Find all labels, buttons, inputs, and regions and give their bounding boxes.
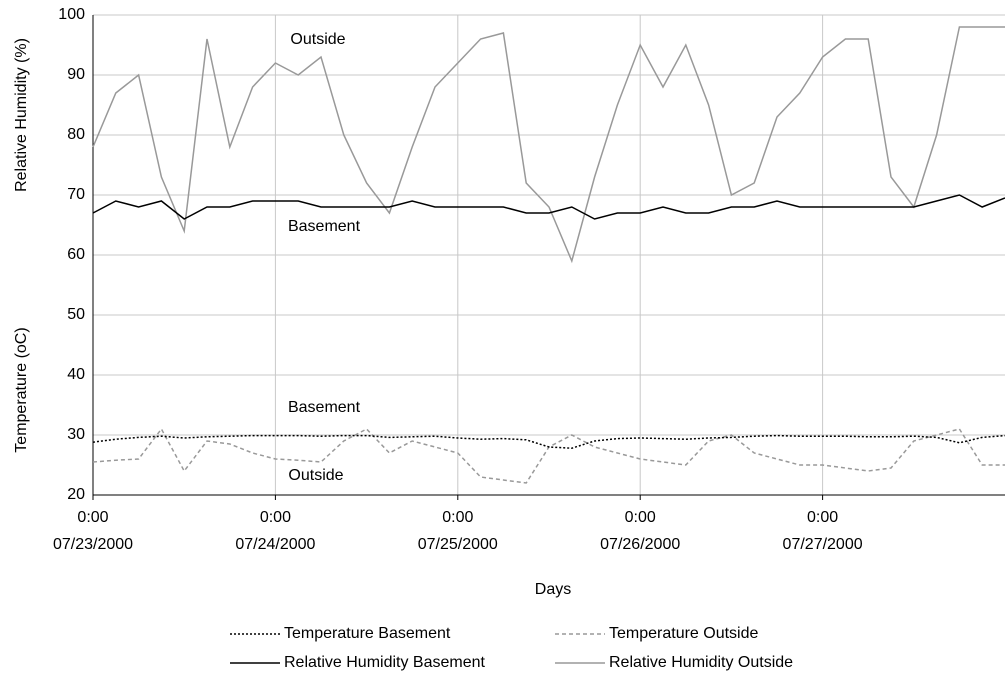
legend-label: Relative Humidity Basement bbox=[284, 654, 486, 671]
x-tick-label: 07/27/2000 bbox=[783, 536, 863, 553]
x-tick-label: 07/26/2000 bbox=[600, 536, 680, 553]
y-tick-label: 30 bbox=[67, 426, 85, 443]
series-line bbox=[92, 427, 1005, 484]
y-axis-title: Temperature (oC) bbox=[13, 327, 30, 452]
annotation: Basement bbox=[288, 399, 361, 416]
y-tick-label: 80 bbox=[67, 126, 85, 143]
legend-label: Temperature Basement bbox=[284, 625, 451, 642]
x-tick-label: 07/23/2000 bbox=[53, 536, 133, 553]
y-tick-label: 50 bbox=[67, 306, 85, 323]
annotation: Outside bbox=[290, 31, 345, 48]
annotation: Outside bbox=[288, 467, 343, 484]
x-axis-title: Days bbox=[535, 581, 571, 598]
x-tick-label: 07/25/2000 bbox=[418, 536, 498, 553]
y-tick-label: 100 bbox=[58, 6, 85, 23]
x-tick-label: 07/24/2000 bbox=[235, 536, 315, 553]
x-tick-label: 0:00 bbox=[625, 509, 656, 526]
x-tick-label: 0:00 bbox=[807, 509, 838, 526]
legend-label: Relative Humidity Outside bbox=[609, 654, 793, 671]
series-line bbox=[92, 26, 1005, 264]
x-tick-label: 0:00 bbox=[442, 509, 473, 526]
series-line bbox=[92, 194, 1005, 220]
series-line bbox=[92, 434, 1005, 449]
y-axis-title: Relative Humidity (%) bbox=[13, 38, 30, 192]
legend-label: Temperature Outside bbox=[609, 625, 759, 642]
y-tick-label: 40 bbox=[67, 366, 85, 383]
x-tick-label: 0:00 bbox=[77, 509, 108, 526]
y-tick-label: 60 bbox=[67, 246, 85, 263]
y-tick-label: 20 bbox=[67, 486, 85, 503]
x-tick-label: 0:00 bbox=[260, 509, 291, 526]
y-tick-label: 70 bbox=[67, 186, 85, 203]
annotation: Basement bbox=[288, 218, 361, 235]
y-tick-label: 90 bbox=[67, 66, 85, 83]
